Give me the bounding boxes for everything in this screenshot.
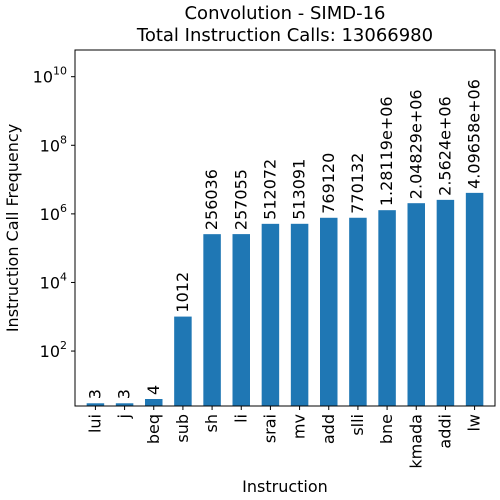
x-tick-label-add: add: [319, 414, 338, 444]
x-tick-label-sh: sh: [202, 414, 221, 432]
bar-value-label-sub: 1012: [173, 272, 192, 313]
bar-bne: [378, 210, 396, 406]
x-tick-label-beq: beq: [144, 414, 163, 444]
x-tick-label-mv: mv: [290, 414, 309, 439]
x-tick-label-slli: slli: [348, 414, 367, 436]
x-tick-label-kmada: kmada: [406, 414, 425, 469]
bar-add: [320, 217, 338, 406]
x-tick-label-srai: srai: [260, 414, 279, 443]
y-tick-label-1e6: 106: [40, 202, 67, 224]
bar-kmada: [407, 203, 425, 406]
bar-value-label-srai: 512072: [260, 159, 279, 220]
bar-value-label-add: 769120: [319, 153, 338, 214]
x-axis-label: Instruction: [242, 477, 328, 496]
x-tick-label-lui: lui: [85, 414, 104, 433]
bar-li: [232, 234, 250, 406]
chart-subtitle: Total Instruction Calls: 13066980: [136, 25, 433, 46]
bar-sh: [203, 234, 221, 406]
bar-value-label-j: 3: [115, 389, 134, 399]
y-axis: 102 104 106 108 1010: [33, 65, 75, 361]
bar-value-label-beq: 4: [144, 385, 163, 395]
bar-lw: [465, 192, 484, 406]
bar-value-label-bne: 1.28119e+06: [377, 96, 396, 206]
bar-value-label-kmada: 2.04829e+06: [406, 89, 425, 199]
x-tick-label-j: j: [115, 414, 134, 419]
y-axis-label: Instruction Call Frequency: [3, 124, 22, 332]
y-tick-label-1e8: 108: [40, 133, 67, 155]
y-tick-label-1e2: 102: [40, 339, 67, 361]
x-axis: lui j beq sub sh li srai mv add slli bne kmada addi l…: [85, 406, 484, 469]
bar-mv: [290, 223, 309, 406]
x-tick-label-li: li: [231, 414, 250, 423]
x-tick-label-addi: addi: [435, 414, 454, 449]
bar-srai: [261, 223, 280, 406]
bar-sub: [174, 316, 192, 406]
bar-value-label-mv: 513091: [290, 159, 309, 220]
bar-addi: [436, 199, 455, 406]
y-tick-label-1e4: 104: [40, 270, 67, 292]
plot-area-frame: [74, 49, 496, 407]
bar-value-label-slli: 770132: [348, 153, 367, 214]
bar-j: [115, 403, 134, 406]
bar-lui: [86, 403, 105, 406]
bar-group: [86, 192, 484, 406]
bar-value-label-li: 257055: [231, 169, 250, 230]
bar-beq: [145, 398, 163, 406]
bar-value-label-lw: 4.09658e+06: [465, 79, 484, 189]
chart-title: Convolution - SIMD-16: [184, 3, 385, 24]
x-tick-label-sub: sub: [173, 414, 192, 443]
x-tick-label-lw: lw: [465, 414, 484, 432]
bar-slli: [349, 217, 367, 406]
y-tick-label-1e10: 1010: [33, 65, 67, 87]
x-tick-label-bne: bne: [377, 414, 396, 444]
bar-value-label-sh: 256036: [202, 169, 221, 230]
bar-value-label-addi: 2.5624e+06: [435, 96, 454, 196]
bar-value-label-lui: 3: [85, 389, 104, 399]
